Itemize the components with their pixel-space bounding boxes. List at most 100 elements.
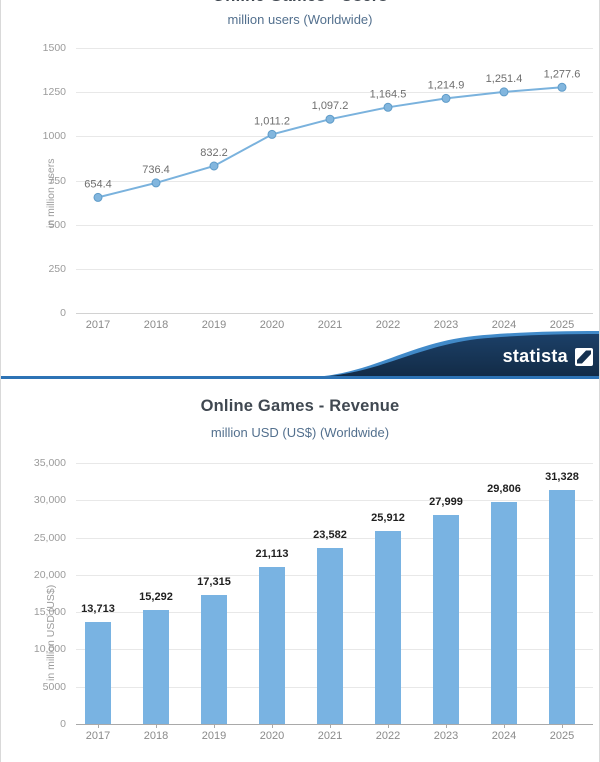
gridline — [76, 463, 593, 464]
y-tick-label: 10,000 — [33, 643, 66, 655]
data-point-marker — [499, 87, 509, 97]
axis-tick — [388, 724, 389, 728]
y-tick-label: 35,000 — [33, 457, 66, 469]
line-plot-area: 1500 1250 1000 750 500 250 0 654.4 736.4 832.2 1,0… — [43, 42, 593, 319]
data-point-marker — [267, 129, 277, 139]
x-tick-label: 2018 — [143, 319, 169, 331]
y-tick-label: 1250 — [42, 86, 66, 98]
data-point-label: 1,277.6 — [544, 68, 581, 80]
gridline — [76, 538, 593, 539]
axis-tick — [504, 724, 505, 728]
data-point-marker — [93, 192, 103, 202]
gridline — [76, 92, 593, 93]
bar-value-label: 27,999 — [429, 496, 463, 509]
y-axis-label: in million USD (US$) — [45, 584, 57, 681]
chart-title: Online Games - Revenue — [200, 397, 400, 415]
bar — [491, 501, 517, 724]
y-tick-label: 30,000 — [33, 494, 66, 506]
bar — [85, 621, 111, 724]
x-tick-label: 2024 — [491, 319, 517, 331]
x-tick-label: 2021 — [317, 319, 343, 331]
bar — [317, 548, 343, 724]
x-tick-label: 2019 — [201, 730, 227, 742]
axis-tick — [562, 724, 563, 728]
x-tick-label: 2020 — [259, 730, 285, 742]
y-tick-label: 0 — [60, 307, 66, 319]
statista-footer: statista — [314, 331, 599, 377]
axis-tick — [156, 724, 157, 728]
data-point-label: 832.2 — [200, 147, 228, 159]
divider-line — [1, 376, 599, 379]
bar — [549, 490, 575, 724]
line-series: 654.4 736.4 832.2 1,011.2 1,097.2 1,164.5 1,21… — [84, 68, 581, 202]
statista-logo: statista — [503, 346, 593, 367]
bar-value-label: 13,713 — [81, 602, 115, 615]
y-tick-label: 25,000 — [33, 532, 66, 544]
axis-tick — [214, 724, 215, 728]
bar-value-label: 15,292 — [139, 591, 173, 603]
revenue-chart: Online Games - Revenue million USD (US$)… — [1, 381, 599, 762]
y-tick-label: 500 — [48, 219, 66, 231]
x-tick-label: 2020 — [259, 319, 285, 331]
data-point-marker — [325, 114, 335, 124]
y-tick-label: 1000 — [42, 130, 66, 142]
data-point-marker — [383, 102, 393, 112]
y-tick-label: 250 — [48, 263, 66, 275]
data-point-label: 736.4 — [142, 164, 170, 176]
x-tick-label: 2017 — [85, 319, 111, 331]
data-point-label: 654.4 — [84, 178, 112, 190]
y-tick-label: 1500 — [42, 42, 66, 54]
x-tick-label: 2025 — [549, 319, 575, 331]
bar — [259, 566, 285, 724]
data-point-label: 1,251.4 — [486, 73, 523, 85]
bar-value-label: 31,328 — [545, 471, 579, 484]
statista-logo-icon — [575, 347, 593, 366]
bar-plot-area: 35,000 30,000 25,000 20,000 15,000 10,000 5000… — [34, 457, 593, 730]
x-tick-label: 2024 — [491, 730, 517, 742]
y-tick-label: 20,000 — [33, 569, 66, 581]
gridline — [76, 48, 593, 49]
gridline — [76, 225, 593, 226]
axis-tick — [272, 724, 273, 728]
gridline — [76, 724, 593, 725]
gridline — [76, 313, 593, 314]
x-tick-label: 2025 — [549, 730, 575, 742]
bar-value-label: 25,912 — [371, 511, 405, 524]
axis-tick — [98, 724, 99, 728]
chart-title: Online Games - Users — [1, 0, 599, 6]
axis-tick — [330, 724, 331, 728]
bar — [433, 515, 459, 724]
x-tick-label: 2019 — [201, 319, 227, 331]
data-point-label: 1,164.5 — [370, 88, 407, 100]
bar-value-label: 17,315 — [197, 575, 231, 588]
x-tick-label: 2023 — [433, 730, 459, 742]
statista-logo-text: statista — [502, 346, 568, 366]
bar — [375, 530, 401, 724]
x-tick-label: 2022 — [375, 730, 401, 742]
chart-subtitle: million users (Worldwide) — [227, 12, 373, 27]
x-tick-label: 2017 — [85, 730, 111, 742]
gridline — [76, 269, 593, 270]
bar-value-label: 23,582 — [313, 529, 347, 542]
data-point-marker — [151, 178, 161, 188]
y-axis-label: in million users — [45, 158, 57, 228]
bar — [201, 594, 227, 724]
bar-value-label: 29,806 — [487, 482, 521, 495]
swoosh-shape — [314, 331, 599, 377]
y-tick-label: 750 — [48, 175, 66, 187]
data-point-marker — [557, 82, 567, 92]
bar-value-label: 21,113 — [255, 547, 289, 560]
chart-subtitle: million USD (US$) (Worldwide) — [210, 425, 390, 440]
users-chart: Online Games - Users million users (Worl… — [1, 0, 599, 381]
data-point-label: 1,011.2 — [254, 115, 290, 127]
y-tick-label: 5000 — [42, 681, 66, 693]
y-tick-label: 0 — [60, 718, 66, 730]
data-point-marker — [209, 161, 219, 171]
gridline — [76, 136, 593, 137]
x-tick-label: 2022 — [375, 319, 401, 331]
x-tick-label: 2023 — [433, 319, 459, 331]
data-point-label: 1,097.2 — [312, 100, 349, 112]
data-point-marker — [441, 93, 451, 103]
gridline — [76, 181, 593, 182]
